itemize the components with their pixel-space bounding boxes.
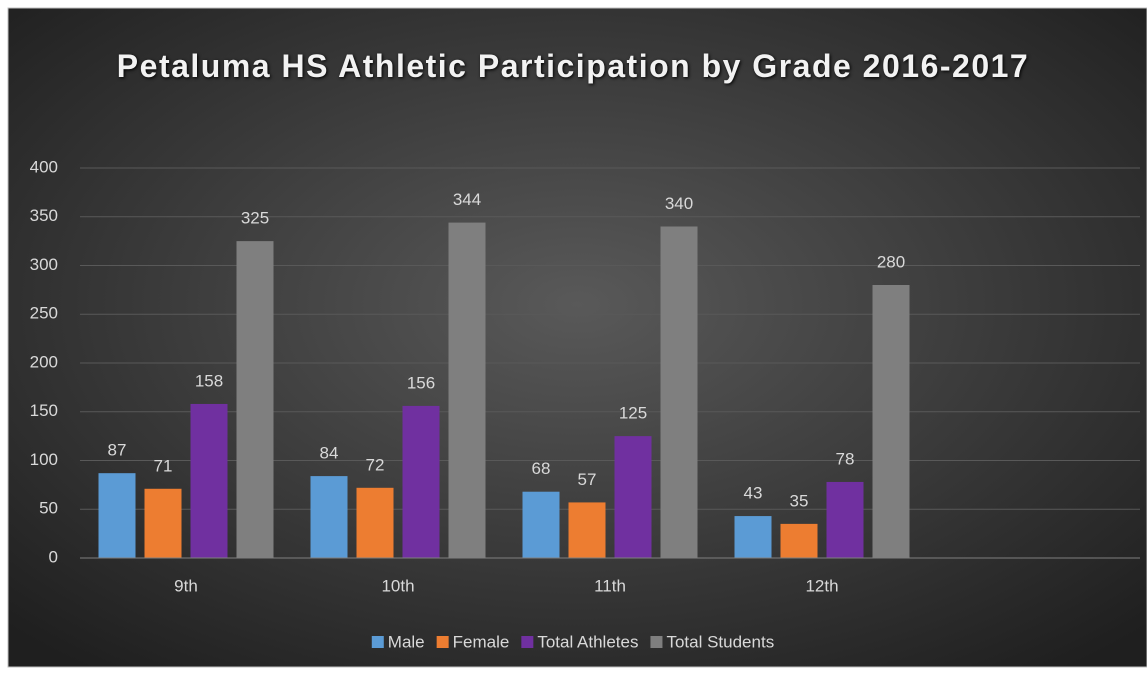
- legend-label: Female: [453, 632, 510, 651]
- data-label: 158: [195, 371, 223, 390]
- x-tick-label: 9th: [174, 576, 198, 595]
- bar: [522, 491, 560, 558]
- y-tick-label: 300: [30, 255, 58, 274]
- bar: [356, 487, 394, 558]
- legend-swatch: [521, 636, 534, 648]
- data-label: 71: [154, 456, 173, 475]
- y-tick-label: 50: [39, 499, 58, 518]
- chart-background: [7, 7, 1147, 668]
- legend-swatch: [371, 636, 384, 648]
- bar: [402, 405, 440, 558]
- x-tick-label: 12th: [805, 576, 838, 595]
- bar: [872, 285, 910, 558]
- y-tick-label: 350: [30, 206, 58, 225]
- bar: [614, 436, 652, 558]
- chart-title: Petaluma HS Athletic Participation by Gr…: [116, 48, 1030, 84]
- y-tick-label: 0: [49, 547, 58, 566]
- data-label: 344: [453, 190, 481, 209]
- data-label: 280: [877, 252, 905, 271]
- x-tick-label: 10th: [381, 576, 414, 595]
- bar: [144, 488, 182, 558]
- bar: [826, 481, 864, 558]
- legend-swatch: [436, 636, 449, 648]
- data-label: 68: [532, 459, 551, 478]
- data-label: 84: [320, 444, 339, 463]
- y-tick-label: 100: [30, 450, 58, 469]
- bar: [448, 222, 486, 558]
- data-label: 43: [744, 484, 763, 503]
- data-label: 87: [108, 441, 127, 460]
- bar: [734, 516, 772, 558]
- legend-label: Male: [388, 632, 425, 651]
- y-tick-label: 250: [30, 304, 58, 323]
- data-label: 325: [241, 209, 269, 228]
- bar: [236, 241, 274, 558]
- data-label: 35: [790, 491, 809, 510]
- bar: [310, 476, 348, 558]
- data-label: 72: [366, 455, 385, 474]
- bar: [190, 403, 228, 558]
- bar: [660, 226, 698, 558]
- legend-label: Total Athletes: [537, 632, 638, 651]
- legend-swatch: [650, 636, 663, 648]
- bar: [98, 473, 136, 558]
- data-label: 156: [407, 373, 435, 392]
- legend-label: Total Students: [666, 632, 774, 651]
- y-tick-label: 150: [30, 401, 58, 420]
- x-tick-label: 11th: [594, 576, 626, 595]
- data-label: 125: [619, 404, 647, 423]
- data-label: 57: [578, 470, 597, 489]
- bar: [568, 502, 606, 558]
- y-tick-label: 200: [30, 352, 58, 371]
- data-label: 340: [665, 194, 693, 213]
- y-tick-label: 400: [30, 157, 58, 176]
- bar: [780, 523, 818, 558]
- data-label: 78: [836, 449, 855, 468]
